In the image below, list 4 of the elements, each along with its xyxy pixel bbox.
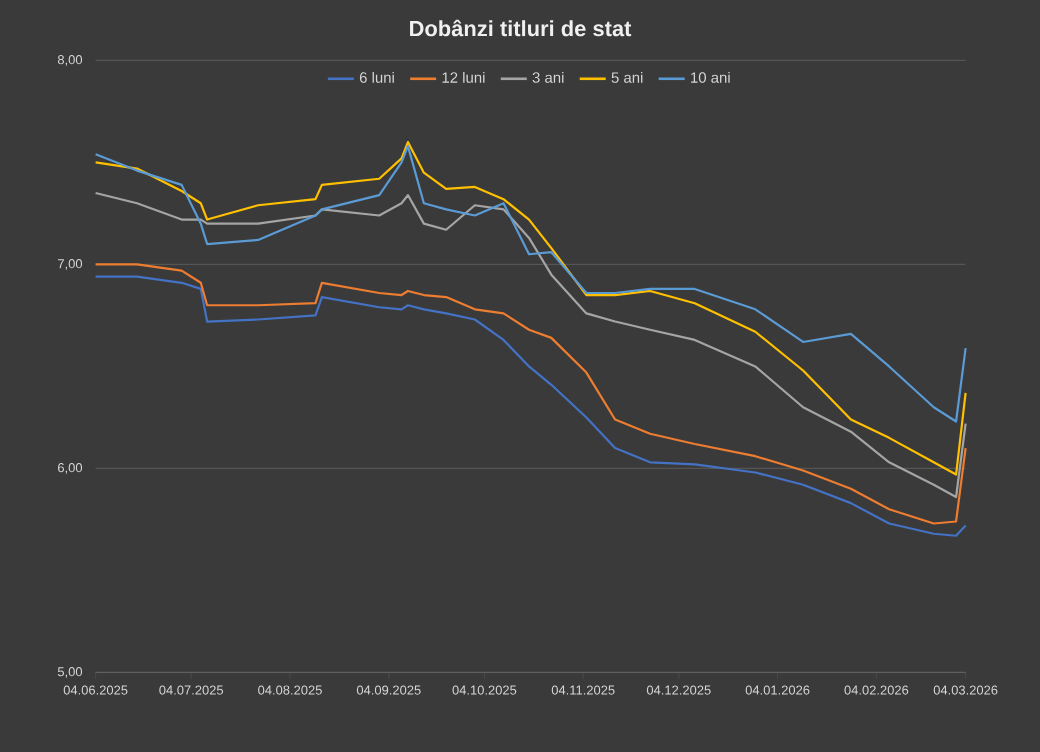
line-series (94, 140, 967, 476)
line-series (94, 145, 967, 423)
chart-title: Dobânzi titluri de stat (410, 19, 632, 37)
line-series (94, 191, 967, 499)
